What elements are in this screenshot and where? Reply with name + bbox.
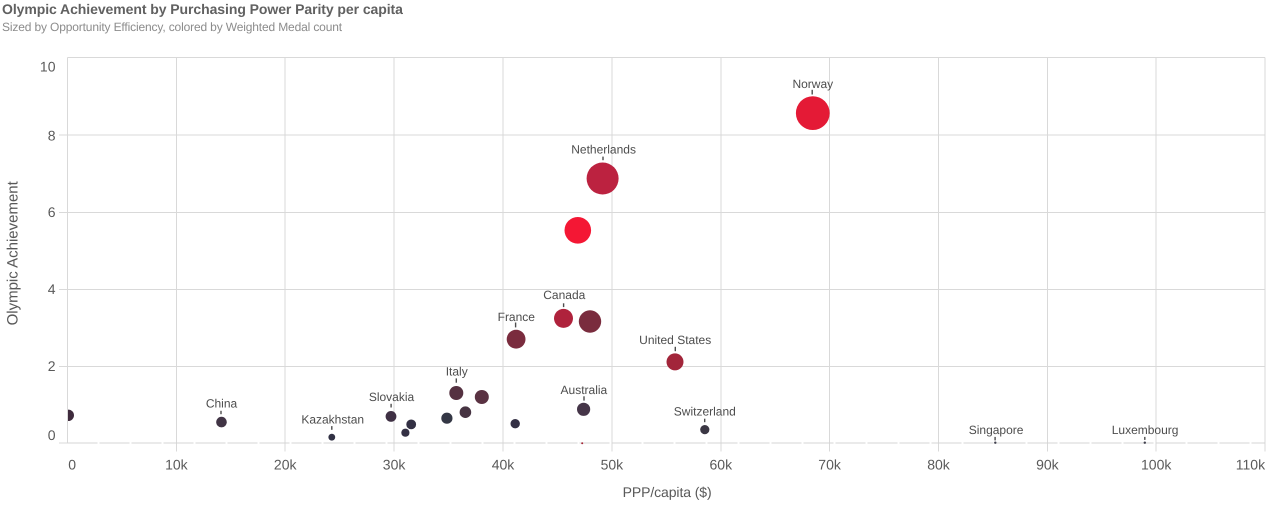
svg-text:Olympic Achievement: Olympic Achievement	[5, 180, 22, 325]
svg-text:0: 0	[68, 457, 76, 473]
svg-text:10k: 10k	[165, 457, 189, 473]
svg-text:0: 0	[48, 427, 56, 443]
svg-text:60k: 60k	[710, 457, 734, 473]
svg-text:Olympic Achievement by Purchas: Olympic Achievement by Purchasing Power …	[2, 1, 403, 17]
svg-text:8: 8	[48, 127, 56, 143]
svg-text:United States: United States	[639, 333, 711, 347]
svg-text:90k: 90k	[1036, 457, 1060, 473]
svg-text:Sized by Opportunity Efficienc: Sized by Opportunity Efficiency, colored…	[2, 20, 343, 34]
svg-text:30k: 30k	[383, 457, 407, 473]
svg-text:Netherlands: Netherlands	[571, 143, 636, 157]
svg-text:Italy: Italy	[446, 365, 468, 379]
svg-text:Canada: Canada	[543, 288, 585, 302]
svg-text:France: France	[498, 310, 536, 324]
svg-text:Australia: Australia	[561, 383, 608, 397]
svg-text:110k: 110k	[1236, 457, 1266, 473]
svg-text:Singapore: Singapore	[969, 423, 1024, 437]
svg-text:Slovakia: Slovakia	[369, 390, 415, 404]
svg-text:70k: 70k	[818, 457, 842, 473]
svg-text:Switzerland: Switzerland	[674, 404, 736, 418]
svg-text:4: 4	[48, 281, 56, 297]
svg-text:China: China	[206, 397, 238, 411]
svg-text:10: 10	[40, 59, 56, 75]
svg-text:Luxembourg: Luxembourg	[1112, 423, 1179, 437]
svg-text:Norway: Norway	[792, 77, 833, 91]
svg-text:6: 6	[48, 204, 56, 220]
svg-text:Kazakhstan: Kazakhstan	[301, 413, 364, 427]
svg-text:80k: 80k	[927, 457, 951, 473]
svg-text:40k: 40k	[492, 457, 516, 473]
svg-text:100k: 100k	[1141, 457, 1172, 473]
svg-text:PPP/capita ($): PPP/capita ($)	[623, 484, 712, 500]
svg-text:2: 2	[48, 358, 56, 374]
svg-text:20k: 20k	[274, 457, 298, 473]
svg-text:50k: 50k	[601, 457, 625, 473]
